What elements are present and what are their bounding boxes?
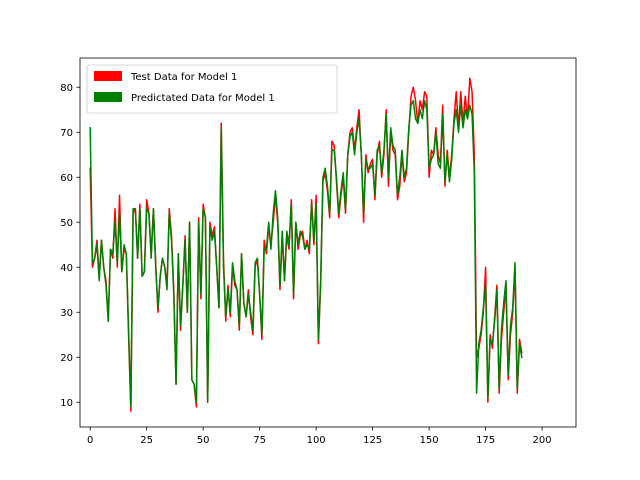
y-tick-label: 40 bbox=[60, 263, 73, 274]
legend-box bbox=[86, 64, 338, 114]
legend-label-2: Predictated Data for Model 1 bbox=[131, 93, 275, 104]
x-tick-label: 175 bbox=[476, 435, 495, 446]
legend-label-1: Test Data for Model 1 bbox=[130, 72, 237, 83]
legend: Test Data for Model 1 Predictated Data fo… bbox=[86, 64, 338, 114]
x-tick-label: 200 bbox=[533, 435, 552, 446]
x-tick-label: 50 bbox=[197, 435, 210, 446]
legend-swatch-1 bbox=[94, 71, 122, 81]
y-tick-label: 20 bbox=[60, 353, 73, 364]
x-tick-label: 25 bbox=[140, 435, 153, 446]
legend-swatch-2 bbox=[94, 92, 122, 102]
y-tick-label: 50 bbox=[60, 218, 73, 229]
y-tick-label: 80 bbox=[60, 83, 73, 94]
axes-frame bbox=[79, 57, 577, 428]
y-tick-label: 30 bbox=[60, 308, 73, 319]
x-tick-label: 100 bbox=[307, 435, 326, 446]
x-tick-label: 75 bbox=[253, 435, 266, 446]
x-tick-label: 125 bbox=[363, 435, 382, 446]
plot-area bbox=[89, 77, 523, 412]
y-tick-label: 60 bbox=[60, 173, 73, 184]
y-tick-label: 70 bbox=[60, 128, 73, 139]
x-tick-label: 150 bbox=[420, 435, 439, 446]
series-line-2 bbox=[89, 100, 523, 408]
y-tick-label: 10 bbox=[60, 398, 73, 409]
x-tick-label: 0 bbox=[87, 435, 93, 446]
axes: 0 25 50 75 100 125 150 175 200 10 20 30 40 50 60 70 80 bbox=[60, 57, 577, 446]
